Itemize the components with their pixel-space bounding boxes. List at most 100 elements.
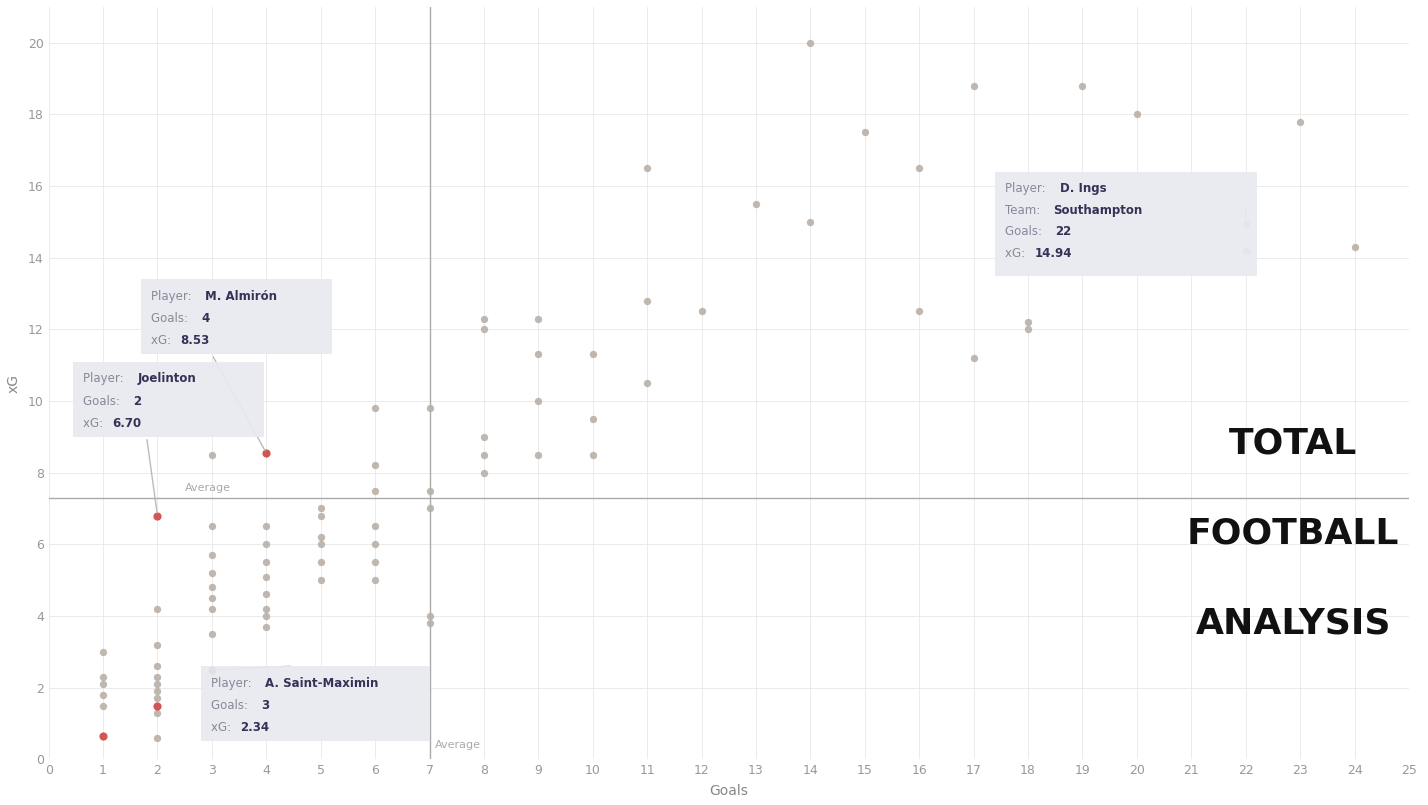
Point bbox=[527, 394, 550, 407]
Y-axis label: xG: xG bbox=[7, 374, 21, 393]
Text: FOOTBALL: FOOTBALL bbox=[1187, 517, 1399, 551]
Text: Southampton: Southampton bbox=[1052, 204, 1142, 217]
Point bbox=[200, 549, 223, 562]
Point bbox=[1017, 316, 1040, 328]
Text: 6.70: 6.70 bbox=[113, 417, 141, 430]
Point bbox=[908, 305, 931, 318]
Text: M. Almirón: M. Almirón bbox=[206, 290, 277, 303]
Text: 8.53: 8.53 bbox=[180, 334, 210, 348]
Point bbox=[690, 305, 713, 318]
Point bbox=[146, 731, 169, 744]
Point bbox=[310, 574, 333, 587]
Text: xG:: xG: bbox=[1005, 247, 1030, 260]
Point bbox=[200, 627, 223, 640]
Text: Goals:: Goals: bbox=[211, 699, 251, 712]
Point bbox=[146, 706, 169, 719]
Text: Goals:: Goals: bbox=[151, 312, 191, 325]
Text: TOTAL: TOTAL bbox=[1230, 427, 1358, 460]
Point bbox=[146, 699, 169, 712]
Point bbox=[364, 520, 387, 533]
Point bbox=[527, 448, 550, 461]
Point bbox=[1017, 323, 1040, 336]
Text: Player:: Player: bbox=[1005, 183, 1050, 196]
Text: 2.34: 2.34 bbox=[240, 721, 270, 734]
Text: xG:: xG: bbox=[83, 417, 107, 430]
Point bbox=[146, 638, 169, 651]
Point bbox=[310, 530, 333, 543]
Point bbox=[418, 609, 441, 622]
Point bbox=[364, 574, 387, 587]
Point bbox=[1071, 80, 1094, 93]
Text: Average: Average bbox=[436, 741, 481, 750]
Point bbox=[146, 659, 169, 672]
Point bbox=[254, 602, 277, 615]
FancyBboxPatch shape bbox=[141, 279, 331, 354]
X-axis label: Goals: Goals bbox=[710, 784, 748, 798]
Point bbox=[800, 36, 823, 49]
Point bbox=[800, 216, 823, 229]
Text: Goals:: Goals: bbox=[83, 394, 124, 407]
Point bbox=[473, 323, 496, 336]
Text: Player:: Player: bbox=[151, 290, 196, 303]
Point bbox=[1234, 244, 1257, 257]
Point bbox=[1125, 108, 1148, 121]
Point bbox=[418, 402, 441, 415]
Point bbox=[254, 447, 277, 460]
Point bbox=[310, 555, 333, 568]
Point bbox=[418, 502, 441, 515]
Text: 3: 3 bbox=[261, 699, 268, 712]
Point bbox=[91, 678, 114, 691]
Point bbox=[527, 348, 550, 361]
Point bbox=[581, 412, 604, 425]
Point bbox=[200, 592, 223, 605]
FancyBboxPatch shape bbox=[995, 171, 1257, 275]
Point bbox=[473, 466, 496, 479]
Point bbox=[364, 538, 387, 551]
Point bbox=[200, 602, 223, 615]
Point bbox=[908, 162, 931, 175]
Text: 2: 2 bbox=[133, 394, 141, 407]
Point bbox=[473, 448, 496, 461]
Point bbox=[91, 671, 114, 683]
Point bbox=[744, 197, 767, 210]
Point bbox=[962, 352, 985, 365]
Point bbox=[200, 567, 223, 580]
Text: xG:: xG: bbox=[151, 334, 174, 348]
Point bbox=[254, 538, 277, 551]
Point bbox=[146, 510, 169, 522]
Point bbox=[310, 510, 333, 522]
Point bbox=[635, 295, 658, 308]
Text: Average: Average bbox=[184, 484, 231, 493]
Point bbox=[254, 621, 277, 634]
Point bbox=[364, 555, 387, 568]
Text: Goals:: Goals: bbox=[1005, 225, 1045, 238]
Point bbox=[364, 484, 387, 497]
Text: Team:: Team: bbox=[1005, 204, 1044, 217]
Point bbox=[254, 570, 277, 583]
Point bbox=[581, 348, 604, 361]
Point bbox=[146, 602, 169, 615]
FancyBboxPatch shape bbox=[201, 666, 430, 741]
Text: Player:: Player: bbox=[83, 373, 127, 386]
Point bbox=[146, 678, 169, 691]
Point bbox=[581, 448, 604, 461]
Point bbox=[527, 312, 550, 325]
Point bbox=[310, 538, 333, 551]
Point bbox=[146, 685, 169, 698]
Text: A. Saint-Maximin: A. Saint-Maximin bbox=[266, 677, 378, 690]
Point bbox=[418, 617, 441, 630]
Point bbox=[635, 162, 658, 175]
Point bbox=[146, 671, 169, 683]
Point bbox=[854, 126, 877, 138]
Text: D. Ings: D. Ings bbox=[1060, 183, 1107, 196]
Point bbox=[473, 312, 496, 325]
Point bbox=[473, 431, 496, 444]
Text: Player:: Player: bbox=[211, 677, 256, 690]
Point bbox=[200, 581, 223, 594]
Point bbox=[254, 609, 277, 622]
Point bbox=[91, 688, 114, 701]
Point bbox=[364, 459, 387, 472]
Text: xG:: xG: bbox=[211, 721, 234, 734]
Text: ANALYSIS: ANALYSIS bbox=[1195, 607, 1391, 641]
Point bbox=[962, 80, 985, 93]
